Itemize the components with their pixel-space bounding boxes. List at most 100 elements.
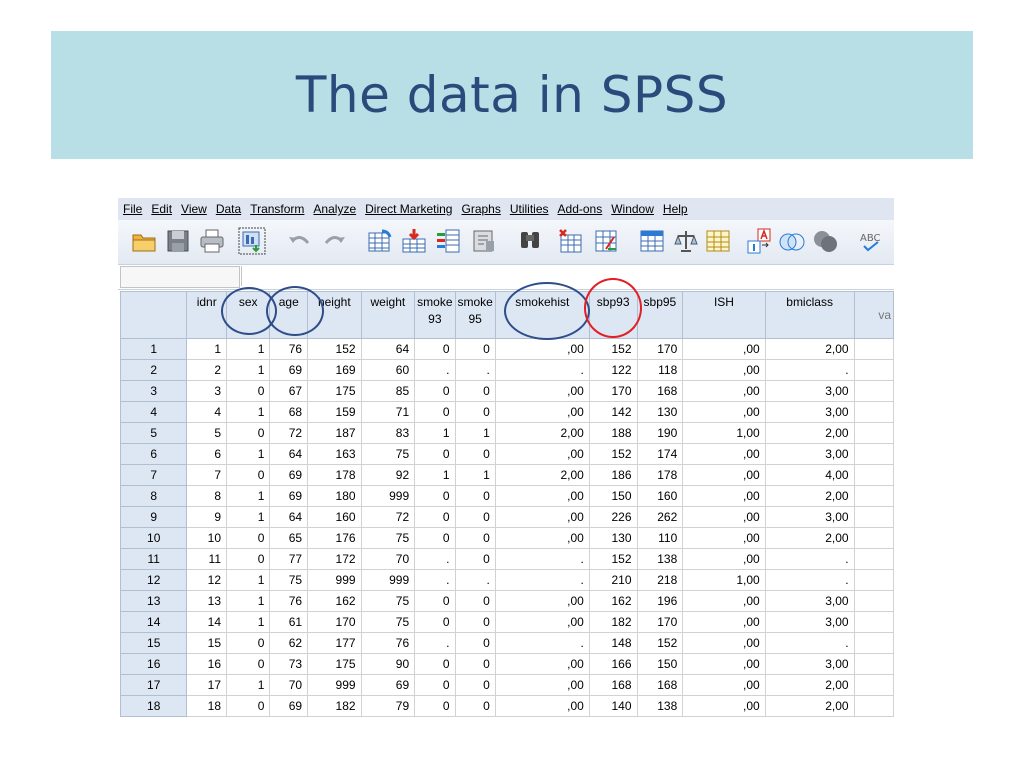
cell-weight[interactable]: 75	[360, 527, 416, 549]
cell-smokehist[interactable]: ,00	[494, 653, 590, 675]
cell-sbp93[interactable]: 210	[588, 569, 638, 591]
cell-age[interactable]: 70	[269, 674, 309, 696]
cell-var[interactable]	[853, 464, 894, 486]
cell-sbp95[interactable]: 196	[636, 590, 684, 612]
row-number[interactable]: 5	[119, 422, 188, 444]
cell-smokehist[interactable]: ,00	[494, 506, 590, 528]
cell-age[interactable]: 65	[269, 527, 309, 549]
cell-smoke93[interactable]: 0	[414, 653, 456, 675]
row-number[interactable]: 1	[119, 338, 188, 360]
value-labels-icon[interactable]	[746, 227, 774, 255]
row-number[interactable]: 18	[119, 695, 188, 717]
menu-view[interactable]: View	[181, 202, 207, 216]
row-number[interactable]: 17	[119, 674, 188, 696]
cell-height[interactable]: 178	[307, 464, 362, 486]
cell-age[interactable]: 69	[269, 464, 309, 486]
row-number[interactable]: 11	[119, 548, 188, 570]
cell-ISH[interactable]: ,00	[682, 590, 766, 612]
menu-utilities[interactable]: Utilities	[509, 202, 549, 216]
cell-sbp95[interactable]: 150	[636, 653, 684, 675]
cell-weight[interactable]: 85	[360, 380, 416, 402]
open-folder-icon[interactable]	[130, 227, 158, 255]
cell-smoke95[interactable]: 1	[454, 464, 496, 486]
cell-idnr[interactable]: 14	[186, 611, 228, 633]
cell-smoke95[interactable]: 0	[454, 380, 496, 402]
cell-var[interactable]	[853, 653, 894, 675]
row-number[interactable]: 8	[119, 485, 188, 507]
cell-age[interactable]: 69	[269, 695, 309, 717]
cell-smoke93[interactable]: 0	[414, 401, 456, 423]
cell-sex[interactable]: 1	[226, 359, 271, 381]
menu-help[interactable]: Help	[662, 202, 688, 216]
cell-sbp93[interactable]: 186	[588, 464, 638, 486]
cell-var[interactable]	[853, 401, 894, 423]
cell-sex[interactable]: 1	[226, 401, 271, 423]
cell-height[interactable]: 180	[307, 485, 362, 507]
cell-bmiclass[interactable]: 3,00	[764, 506, 855, 528]
cell-sex[interactable]: 1	[226, 611, 271, 633]
row-number[interactable]: 16	[119, 653, 188, 675]
cell-smokehist[interactable]: ,00	[494, 590, 590, 612]
cell-idnr[interactable]: 1	[186, 338, 228, 360]
cell-smokehist[interactable]: 2,00	[494, 422, 590, 444]
cell-idnr[interactable]: 15	[186, 632, 228, 654]
cell-age[interactable]: 68	[269, 401, 309, 423]
menu-window[interactable]: Window	[611, 202, 654, 216]
cell-weight[interactable]: 69	[360, 674, 416, 696]
cell-smokehist[interactable]: ,00	[494, 527, 590, 549]
cell-sbp95[interactable]: 118	[636, 359, 684, 381]
cell-var[interactable]	[853, 338, 894, 360]
cell-smoke95[interactable]: 0	[454, 401, 496, 423]
cell-idnr[interactable]: 7	[186, 464, 228, 486]
cell-age[interactable]: 69	[269, 485, 309, 507]
cell-var[interactable]	[853, 569, 894, 591]
grid-corner[interactable]	[119, 291, 188, 339]
cell-smokehist[interactable]: ,00	[494, 401, 590, 423]
cell-sbp95[interactable]: 152	[636, 632, 684, 654]
cell-weight[interactable]: 70	[360, 548, 416, 570]
cell-age[interactable]: 61	[269, 611, 309, 633]
cell-sbp95[interactable]: 168	[636, 674, 684, 696]
cell-weight[interactable]: 60	[360, 359, 416, 381]
cell-bmiclass[interactable]: .	[764, 569, 855, 591]
cell-sbp93[interactable]: 122	[588, 359, 638, 381]
cell-ISH[interactable]: 1,00	[682, 422, 766, 444]
row-number[interactable]: 3	[119, 380, 188, 402]
goto-case-icon[interactable]	[366, 227, 394, 255]
col-header-smoke95[interactable]: smoke 95	[454, 291, 496, 339]
select-cases-icon[interactable]	[704, 227, 732, 255]
cell-smokehist[interactable]: ,00	[494, 443, 590, 465]
col-header-smokehist[interactable]: smokehist	[494, 291, 590, 339]
cell-smoke95[interactable]: 0	[454, 695, 496, 717]
redo-icon[interactable]	[320, 227, 348, 255]
cell-idnr[interactable]: 10	[186, 527, 228, 549]
col-header-sbp95[interactable]: sbp95	[636, 291, 684, 339]
insert-variable-icon[interactable]	[592, 227, 620, 255]
cell-sbp93[interactable]: 226	[588, 506, 638, 528]
cell-sex[interactable]: 0	[226, 422, 271, 444]
cell-age[interactable]: 64	[269, 443, 309, 465]
cell-smoke95[interactable]: 0	[454, 653, 496, 675]
cell-smoke95[interactable]: 0	[454, 674, 496, 696]
row-number[interactable]: 12	[119, 569, 188, 591]
cell-sbp95[interactable]: 170	[636, 338, 684, 360]
cell-ISH[interactable]: ,00	[682, 443, 766, 465]
cell-sex[interactable]: 0	[226, 548, 271, 570]
cell-sex[interactable]: 1	[226, 674, 271, 696]
cell-height[interactable]: 169	[307, 359, 362, 381]
cell-smoke95[interactable]: 0	[454, 548, 496, 570]
col-header-var[interactable]: va	[853, 291, 894, 339]
cell-age[interactable]: 77	[269, 548, 309, 570]
cell-idnr[interactable]: 13	[186, 590, 228, 612]
cell-sbp93[interactable]: 150	[588, 485, 638, 507]
cell-smokehist[interactable]: ,00	[494, 380, 590, 402]
cell-height[interactable]: 170	[307, 611, 362, 633]
row-number[interactable]: 7	[119, 464, 188, 486]
menu-file[interactable]: File	[123, 202, 143, 216]
cell-height[interactable]: 999	[307, 569, 362, 591]
spell-check-icon[interactable]: ABC	[858, 227, 886, 255]
cell-height[interactable]: 182	[307, 695, 362, 717]
cell-sbp95[interactable]: 218	[636, 569, 684, 591]
cell-height[interactable]: 187	[307, 422, 362, 444]
cell-smokehist[interactable]: .	[494, 359, 590, 381]
